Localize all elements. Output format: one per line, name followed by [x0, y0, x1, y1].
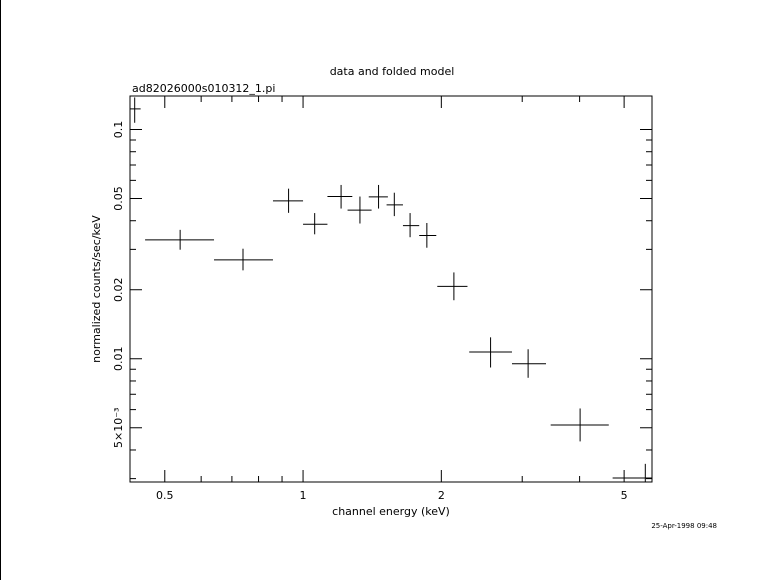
x-tick-label: 5 — [621, 489, 628, 502]
data-point — [327, 184, 353, 209]
plot-frame — [129, 95, 653, 483]
data-point — [368, 184, 388, 209]
chart-subtitle: ad82026000s010312_1.pi — [132, 82, 275, 95]
chart-title: data and folded model — [330, 65, 455, 78]
window-left-border — [0, 0, 1, 580]
data-point — [550, 408, 609, 442]
data-point — [214, 248, 273, 271]
data-point — [612, 463, 652, 482]
data-point — [272, 188, 304, 213]
x-tick-label: 0.5 — [156, 489, 174, 502]
x-tick-label: 1 — [300, 489, 307, 502]
data-point — [437, 272, 468, 301]
data-point — [419, 222, 437, 248]
y-tick-label: 0.05 — [112, 186, 125, 211]
data-point — [145, 229, 215, 250]
x-axis-label: channel energy (keV) — [332, 505, 450, 518]
data-point — [386, 192, 403, 217]
data-point — [129, 97, 141, 123]
data-point — [402, 213, 420, 238]
y-axis-label: normalized counts/sec/keV — [90, 215, 103, 363]
data-point — [469, 337, 512, 368]
data-point — [303, 213, 328, 235]
axis-tick-labels: 0.5 1 2 5 0.1 0.05 0.02 0.01 5×10⁻³ — [112, 121, 628, 502]
x-tick-label: 2 — [438, 489, 445, 502]
y-tick-label: 5×10⁻³ — [112, 408, 125, 448]
data-points — [129, 97, 652, 482]
axis-ticks — [130, 96, 652, 482]
timestamp: 25-Apr-1998 09:48 — [651, 522, 717, 530]
data-point — [511, 349, 547, 378]
data-point — [347, 196, 372, 224]
y-tick-label: 0.1 — [112, 121, 125, 139]
y-tick-label: 0.02 — [112, 277, 125, 302]
y-tick-label: 0.01 — [112, 347, 125, 372]
